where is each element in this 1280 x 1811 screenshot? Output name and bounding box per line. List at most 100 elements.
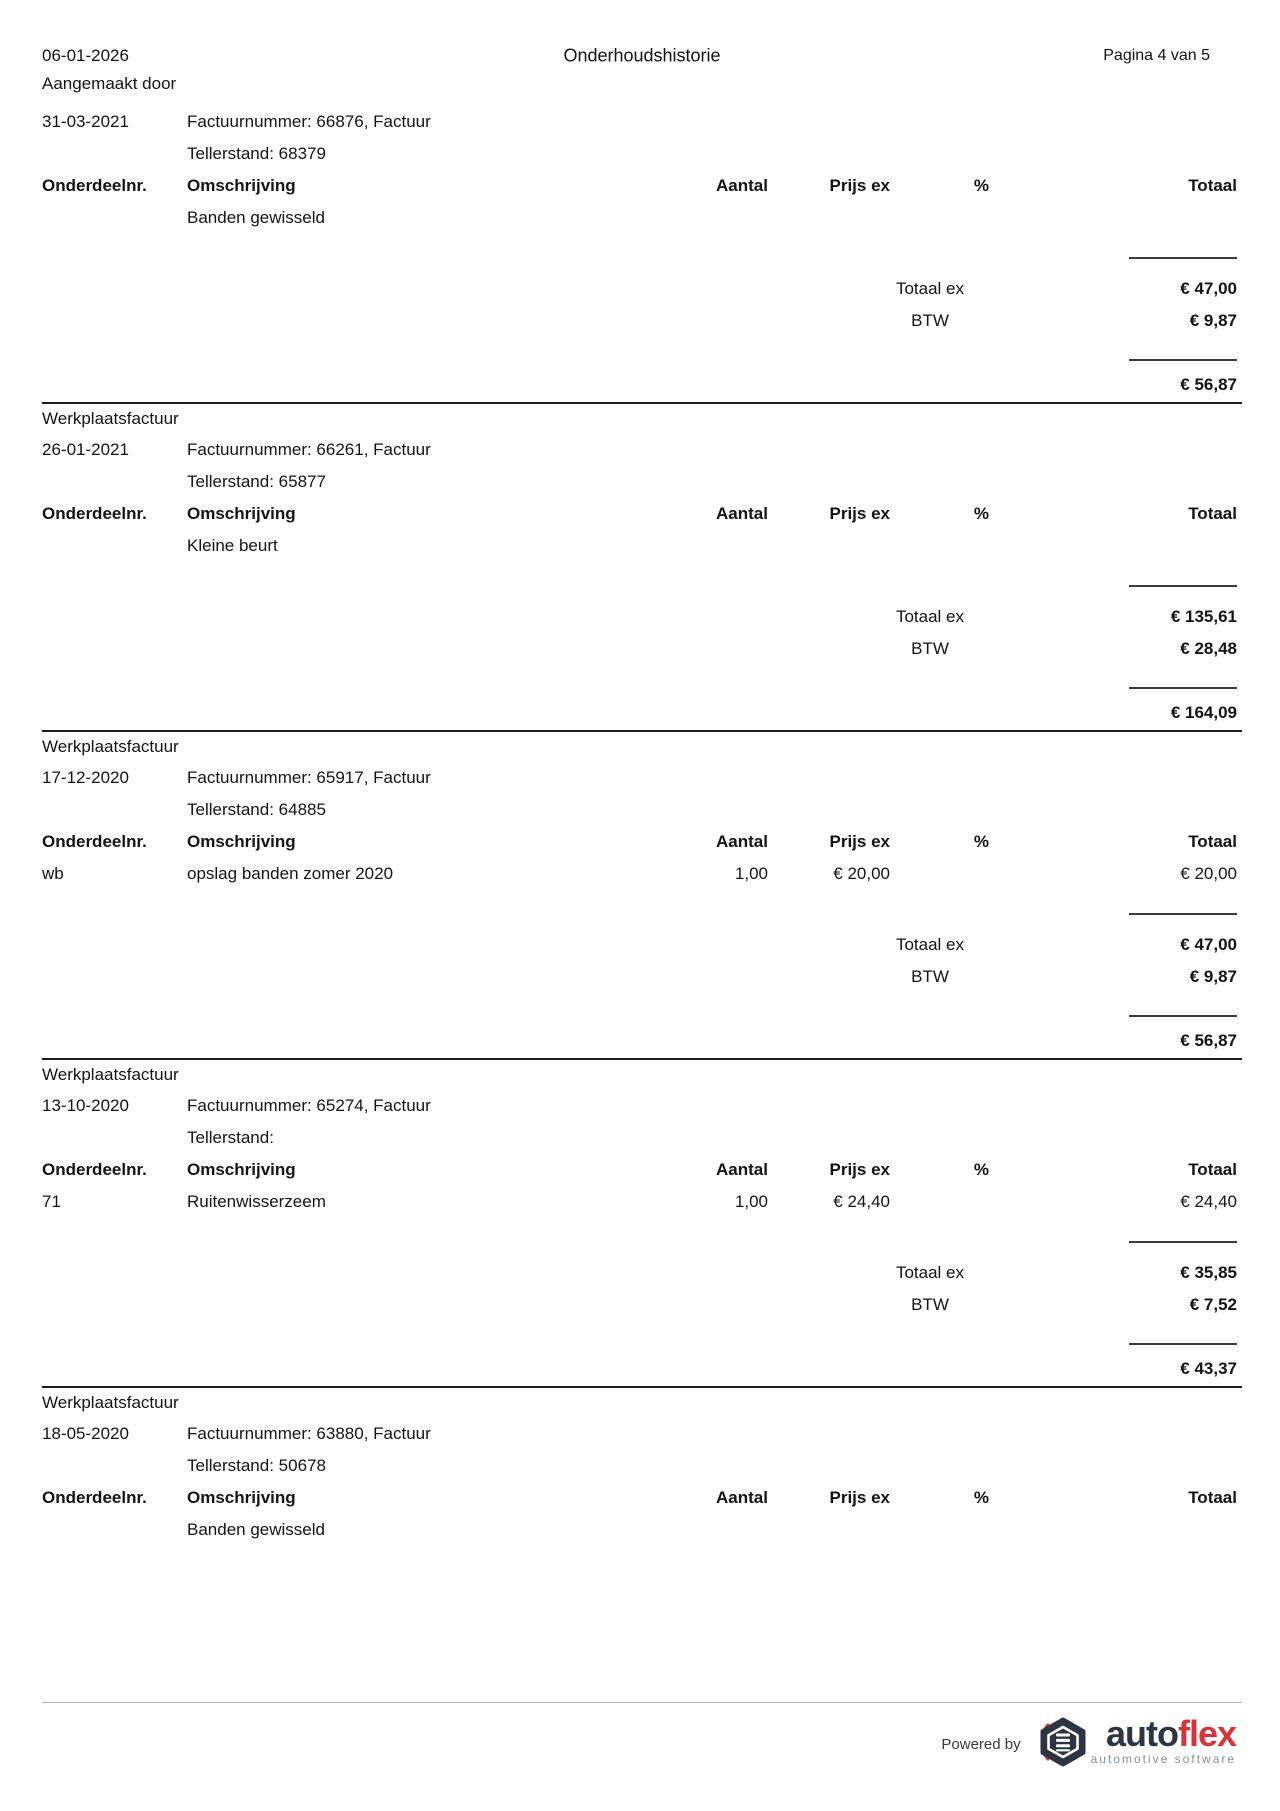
table-row: Banden gewisseld (42, 202, 1242, 234)
total-ex-value: € 47,00 (1180, 279, 1237, 298)
autoflex-logo-icon (1040, 1717, 1086, 1767)
report-page: 06-01-2026 Onderhoudshistorie Pagina 4 v… (42, 0, 1242, 1546)
col-part-no: Onderdeelnr. (42, 176, 147, 195)
table-header-row: Onderdeelnr. Omschrijving Aantal Prijs e… (42, 1482, 1242, 1514)
odometer-value: Tellerstand: 65877 (187, 472, 326, 491)
table-header-row: Onderdeelnr. Omschrijving Aantal Prijs e… (42, 498, 1242, 530)
table-row: Banden gewisseld (42, 1514, 1242, 1546)
item-quantity: 1,00 (734, 1192, 768, 1211)
invoice-number: Factuurnummer: 63880, Factuur (187, 1424, 431, 1443)
section-divider (42, 1058, 1242, 1060)
invoice-date: 31-03-2021 (42, 112, 129, 131)
total-ex-label: Totaal ex (895, 935, 965, 954)
col-description: Omschrijving (187, 176, 296, 195)
col-description: Omschrijving (187, 1160, 296, 1179)
col-price-ex: Prijs ex (829, 832, 891, 851)
logo-text-auto: auto (1105, 1712, 1179, 1754)
btw-value: € 9,87 (1189, 967, 1237, 986)
col-part-no: Onderdeelnr. (42, 1160, 147, 1179)
section-divider (42, 730, 1242, 732)
subtotal-rule (1129, 585, 1237, 587)
invoice-section: Werkplaatsfactuur 18-05-2020 Factuurnumm… (42, 1386, 1242, 1546)
btw-row: BTW € 28,48 (42, 633, 1242, 665)
subtotal-rule (1129, 1241, 1237, 1243)
odometer-value: Tellerstand: (187, 1128, 274, 1147)
col-total: Totaal (1188, 1488, 1237, 1507)
item-price-ex: € 24,40 (833, 1192, 890, 1211)
item-description: Banden gewisseld (187, 1520, 325, 1539)
col-percent: % (973, 176, 989, 195)
table-row: wb opslag banden zomer 2020 1,00 € 20,00… (42, 858, 1242, 890)
btw-value: € 9,87 (1189, 311, 1237, 330)
invoice-type-row: Werkplaatsfactuur (42, 732, 1242, 762)
col-price-ex: Prijs ex (829, 176, 891, 195)
invoice-section: Werkplaatsfactuur 13-10-2020 Factuurnumm… (42, 1058, 1242, 1385)
col-part-no: Onderdeelnr. (42, 504, 147, 523)
col-percent: % (973, 832, 989, 851)
btw-label: BTW (911, 1295, 949, 1314)
page-number: Pagina 4 van 5 (1103, 47, 1210, 64)
odometer-row: Tellerstand: 50678 (42, 1450, 1242, 1482)
page-title: Onderhoudshistorie (563, 45, 721, 66)
col-quantity: Aantal (716, 176, 768, 195)
invoice-section: 31-03-2021 Factuurnummer: 66876, Factuur… (42, 106, 1242, 401)
logo-subtitle: automotive software (1090, 1751, 1236, 1766)
invoice-number: Factuurnummer: 66876, Factuur (187, 112, 431, 131)
btw-value: € 7,52 (1189, 1295, 1237, 1314)
grand-total-row: € 164,09 (42, 697, 1242, 729)
item-price-ex: € 20,00 (833, 864, 890, 883)
table-header-row: Onderdeelnr. Omschrijving Aantal Prijs e… (42, 170, 1242, 202)
item-part-no: 71 (42, 1192, 61, 1211)
item-part-no: wb (42, 864, 64, 883)
invoice-type-row: Werkplaatsfactuur (42, 1388, 1242, 1418)
btw-row: BTW € 9,87 (42, 961, 1242, 993)
odometer-row: Tellerstand: 64885 (42, 794, 1242, 826)
invoice-number: Factuurnummer: 66261, Factuur (187, 440, 431, 459)
table-header-row: Onderdeelnr. Omschrijving Aantal Prijs e… (42, 826, 1242, 858)
col-quantity: Aantal (716, 1488, 768, 1507)
invoice-meta-row: 18-05-2020 Factuurnummer: 63880, Factuur (42, 1418, 1242, 1450)
col-price-ex: Prijs ex (829, 1488, 891, 1507)
logo-text-flex: flex (1177, 1712, 1237, 1754)
table-row: 71 Ruitenwisserzeem 1,00 € 24,40 € 24,40 (42, 1186, 1242, 1218)
invoice-date: 18-05-2020 (42, 1424, 129, 1443)
odometer-value: Tellerstand: 50678 (187, 1456, 326, 1475)
section-divider (42, 402, 1242, 404)
page-header: 06-01-2026 Onderhoudshistorie Pagina 4 v… (42, 0, 1242, 98)
invoice-meta-row: 13-10-2020 Factuurnummer: 65274, Factuur (42, 1090, 1242, 1122)
item-quantity: 1,00 (734, 864, 768, 883)
table-header-row: Onderdeelnr. Omschrijving Aantal Prijs e… (42, 1154, 1242, 1186)
odometer-row: Tellerstand: 68379 (42, 138, 1242, 170)
powered-by-label: Powered by (941, 1735, 1021, 1753)
invoice-section: Werkplaatsfactuur 26-01-2021 Factuurnumm… (42, 402, 1242, 729)
btw-row: BTW € 9,87 (42, 305, 1242, 337)
grand-total-value: € 56,87 (1180, 375, 1237, 394)
item-total: € 24,40 (1180, 1192, 1237, 1211)
invoice-date: 13-10-2020 (42, 1096, 129, 1115)
invoice-number: Factuurnummer: 65274, Factuur (187, 1096, 431, 1115)
invoice-type-label: Werkplaatsfactuur (42, 409, 179, 428)
grand-total-row: € 56,87 (42, 369, 1242, 401)
col-total: Totaal (1188, 504, 1237, 523)
item-description: Ruitenwisserzeem (187, 1192, 326, 1211)
subtotal-rule (1129, 257, 1237, 259)
total-ex-row: Totaal ex € 135,61 (42, 601, 1242, 633)
btw-label: BTW (911, 639, 949, 658)
autoflex-wordmark: autoflex automotive software (1090, 1715, 1237, 1766)
grand-total-value: € 56,87 (1180, 1031, 1237, 1050)
invoice-date: 26-01-2021 (42, 440, 129, 459)
total-ex-row: Totaal ex € 47,00 (42, 273, 1242, 305)
invoice-meta-row: 26-01-2021 Factuurnummer: 66261, Factuur (42, 434, 1242, 466)
invoice-date: 17-12-2020 (42, 768, 129, 787)
total-ex-value: € 35,85 (1180, 1263, 1237, 1282)
created-by-label: Aangemaakt door (42, 74, 177, 93)
btw-label: BTW (911, 967, 949, 986)
btw-row: BTW € 7,52 (42, 1289, 1242, 1321)
col-quantity: Aantal (716, 832, 768, 851)
invoice-meta-row: 17-12-2020 Factuurnummer: 65917, Factuur (42, 762, 1242, 794)
col-total: Totaal (1188, 176, 1237, 195)
col-description: Omschrijving (187, 832, 296, 851)
total-ex-row: Totaal ex € 47,00 (42, 929, 1242, 961)
invoice-number: Factuurnummer: 65917, Factuur (187, 768, 431, 787)
item-total: € 20,00 (1180, 864, 1237, 883)
